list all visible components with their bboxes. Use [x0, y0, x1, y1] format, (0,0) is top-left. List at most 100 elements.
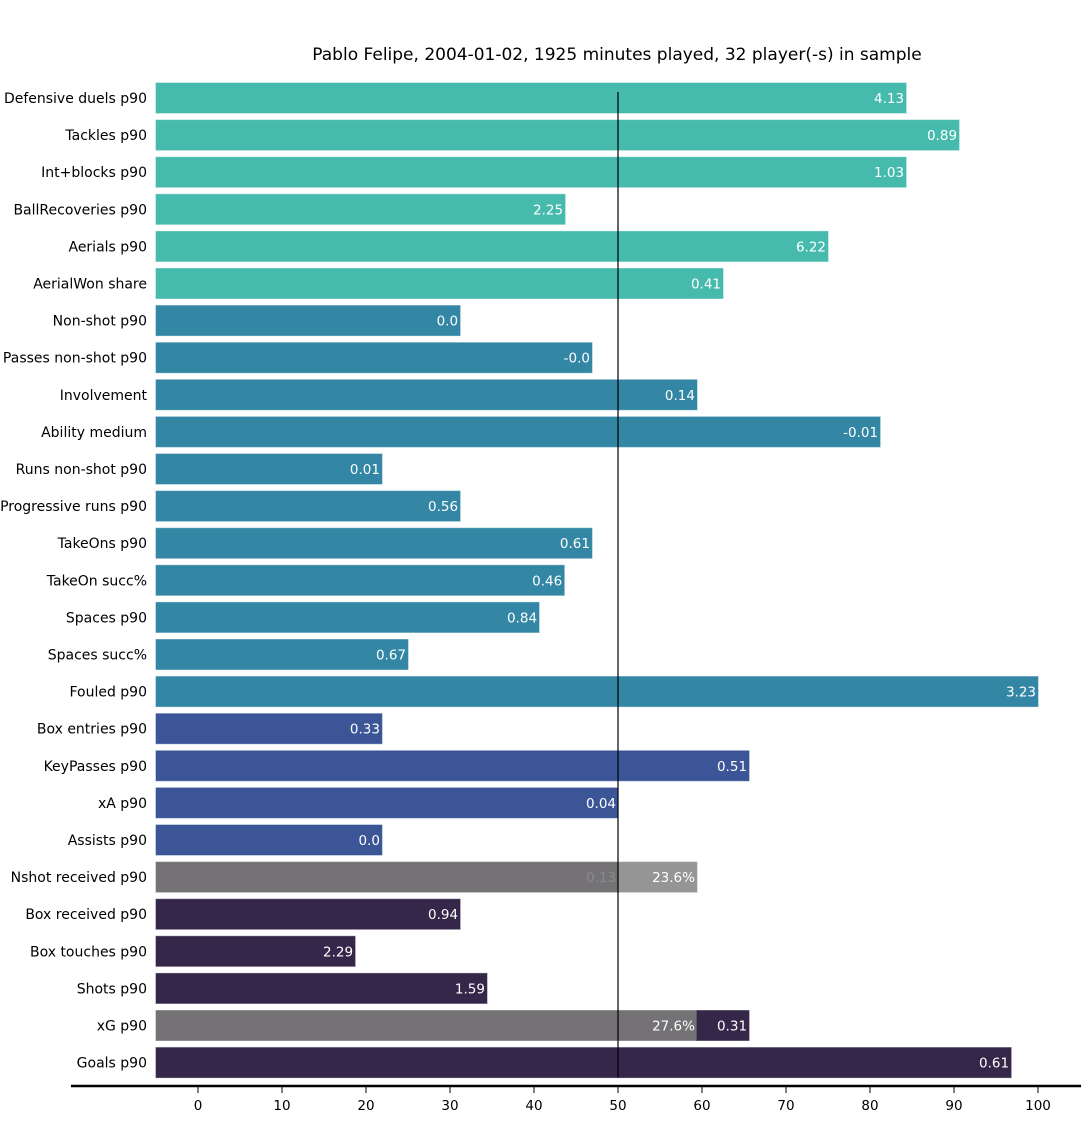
value-labels: 4.13 0.89 1.03 2.25 6.22 0.41 0.0 -0.0 0.14 -0.01…: [323, 91, 1036, 1072]
category-label-assists-p90: Assists p90: [68, 833, 147, 849]
bar-goals-p90: [155, 1047, 1012, 1079]
value-label-spaces-succ: 0.67: [376, 648, 406, 664]
value-label-runs-non-shot-p90: 0.01: [350, 462, 380, 478]
x-tick-label-10: 10: [273, 1098, 290, 1114]
bar-takeons-p90: [155, 527, 593, 559]
bar-nshot-received-p90-segment-0: [155, 861, 619, 893]
x-tick-label-30: 30: [441, 1098, 458, 1114]
category-label-ability-medium: Ability medium: [41, 425, 147, 441]
bar-shots-p90: [155, 972, 488, 1004]
category-label-progressive-runs-p90: Progressive runs p90: [0, 499, 147, 515]
x-tick-label-0: 0: [194, 1098, 203, 1114]
value-label-xg-p90-0: 27.6%: [652, 1019, 695, 1035]
category-label-fouled-p90: Fouled p90: [69, 685, 147, 701]
category-label-xg-p90: xG p90: [97, 1019, 147, 1035]
value-label-takeons-p90: 0.61: [560, 536, 590, 552]
value-label-box-received-p90: 0.94: [428, 907, 458, 923]
value-label-spaces-p90: 0.84: [507, 610, 537, 626]
x-tick-label-50: 50: [609, 1098, 626, 1114]
bar-progressive-runs-p90: [155, 490, 461, 522]
category-label-aerialwon-share: AerialWon share: [33, 277, 147, 293]
value-label-defensive-duels-p90: 4.13: [874, 91, 904, 107]
value-label-int-blocks-p90: 1.03: [874, 165, 904, 181]
x-tick-label-100: 100: [1025, 1098, 1051, 1114]
category-label-box-touches-p90: Box touches p90: [30, 944, 147, 960]
bar-fouled-p90: [155, 676, 1039, 708]
category-label-aerials-p90: Aerials p90: [68, 239, 147, 255]
category-labels: Defensive duels p90 Tackles p90 Int+blocks…: [0, 91, 147, 1072]
bar-box-entries-p90: [155, 713, 383, 745]
x-tick-label-70: 70: [777, 1098, 794, 1114]
category-label-takeons-p90: TakeOns p90: [57, 536, 147, 552]
value-label-nshot-received-p90-1: 23.6%: [652, 870, 695, 886]
value-label-keypasses-p90: 0.51: [717, 759, 747, 775]
category-label-box-received-p90: Box received p90: [25, 907, 147, 923]
bar-box-touches-p90: [155, 935, 356, 967]
category-label-involvement: Involvement: [60, 388, 148, 404]
value-label-box-touches-p90: 2.29: [323, 944, 353, 960]
bar-nshot-received-p90-segment-1: [617, 861, 698, 893]
bar-box-received-p90: [155, 898, 461, 930]
category-label-box-entries-p90: Box entries p90: [37, 722, 147, 738]
value-label-fouled-p90: 3.23: [1006, 685, 1036, 701]
value-label-xa-p90: 0.04: [586, 796, 616, 812]
x-tick-label-20: 20: [357, 1098, 374, 1114]
bar-non-shot-p90: [155, 305, 461, 337]
bar-aerialwon-share: [155, 268, 724, 299]
value-label-passes-non-shot-p90: -0.0: [564, 351, 590, 367]
x-axis-ticks: 0 10 20 30 40 50 60 70 80 90 100: [194, 1087, 1051, 1114]
category-label-non-shot-p90: Non-shot p90: [53, 314, 147, 330]
category-label-shots-p90: Shots p90: [77, 981, 147, 997]
bar-aerials-p90: [155, 230, 829, 262]
bar-spaces-succ: [155, 639, 409, 670]
category-label-nshot-received-p90: Nshot received p90: [11, 870, 147, 886]
bar-ballrecoveries-p90: [155, 193, 566, 225]
value-label-nshot-received-p90-0: 0.13: [586, 870, 616, 886]
bar-assists-p90: [155, 824, 383, 856]
bar-xg-p90-segment-0: [155, 1010, 698, 1041]
value-label-goals-p90: 0.61: [979, 1056, 1009, 1072]
value-label-ability-medium: -0.01: [843, 425, 878, 441]
bar-tackles-p90: [155, 119, 960, 151]
bar-takeon-succ: [155, 564, 565, 596]
value-label-aerialwon-share: 0.41: [691, 277, 721, 293]
category-label-takeon-succ: TakeOn succ%: [46, 573, 147, 589]
category-label-spaces-p90: Spaces p90: [66, 610, 147, 626]
value-label-progressive-runs-p90: 0.56: [428, 499, 458, 515]
category-label-tackles-p90: Tackles p90: [64, 128, 147, 144]
bar-spaces-p90: [155, 601, 540, 633]
category-label-keypasses-p90: KeyPasses p90: [44, 759, 147, 775]
category-label-passes-non-shot-p90: Passes non-shot p90: [3, 351, 147, 367]
bar-int-blocks-p90: [155, 156, 907, 188]
value-label-assists-p90: 0.0: [358, 833, 379, 849]
value-label-box-entries-p90: 0.33: [350, 722, 380, 738]
bar-xa-p90: [155, 787, 619, 819]
bar-xg-p90-segment-1: [696, 1010, 750, 1041]
bar-keypasses-p90: [155, 750, 750, 782]
value-label-aerials-p90: 6.22: [796, 239, 826, 255]
x-tick-label-60: 60: [693, 1098, 710, 1114]
x-tick-label-40: 40: [525, 1098, 542, 1114]
category-label-runs-non-shot-p90: Runs non-shot p90: [16, 462, 147, 478]
x-tick-label-90: 90: [945, 1098, 962, 1114]
bar-runs-non-shot-p90: [155, 453, 383, 485]
bar-ability-medium: [155, 416, 881, 448]
value-label-involvement: 0.14: [665, 388, 695, 404]
category-label-spaces-succ: Spaces succ%: [48, 648, 147, 664]
category-label-defensive-duels-p90: Defensive duels p90: [4, 91, 147, 107]
chart-title: Pablo Felipe, 2004-01-02, 1925 minutes p…: [312, 45, 921, 65]
bar-defensive-duels-p90: [155, 82, 907, 114]
value-label-ballrecoveries-p90: 2.25: [533, 202, 563, 218]
category-label-goals-p90: Goals p90: [77, 1056, 147, 1072]
bar-passes-non-shot-p90: [155, 342, 593, 374]
value-label-tackles-p90: 0.89: [927, 128, 957, 144]
value-label-non-shot-p90: 0.0: [437, 314, 458, 330]
value-label-shots-p90: 1.59: [455, 981, 485, 997]
value-label-takeon-succ: 0.46: [532, 573, 562, 589]
category-label-xa-p90: xA p90: [98, 796, 147, 812]
bars-layer: [155, 82, 1039, 1079]
x-tick-label-80: 80: [861, 1098, 878, 1114]
category-label-ballrecoveries-p90: BallRecoveries p90: [13, 202, 147, 218]
value-label-xg-p90-1: 0.31: [717, 1019, 747, 1035]
